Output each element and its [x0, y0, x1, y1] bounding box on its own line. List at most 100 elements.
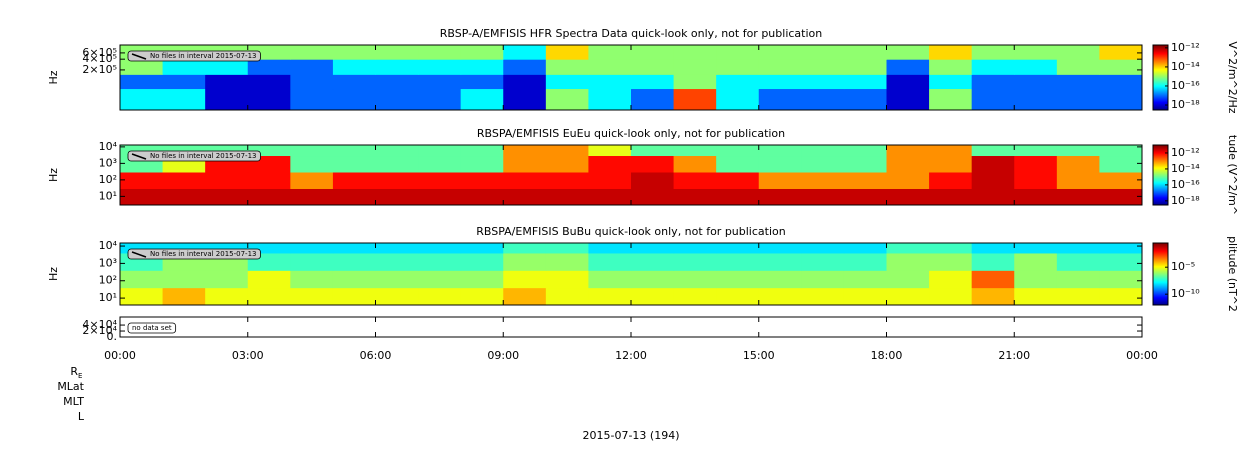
colorbar-segment — [1153, 95, 1168, 98]
colorbar-segment — [1153, 69, 1168, 72]
heatmap-cell — [929, 252, 973, 271]
colorbar-label: V^2/m^2/Hz — [1226, 41, 1239, 113]
heatmap-cell — [332, 188, 376, 206]
colorbar-segment — [1153, 259, 1168, 262]
heatmap-cell — [290, 188, 334, 206]
colorbar-segment — [1153, 190, 1168, 192]
heatmap-cell — [1099, 59, 1143, 75]
y-tick-label: 6×10⁵ — [82, 46, 117, 59]
colorbar-segment — [1153, 267, 1168, 270]
colorbar-segment — [1153, 185, 1168, 187]
heatmap-cell — [375, 45, 419, 60]
heatmap-cell — [588, 270, 632, 289]
heatmap-cell — [375, 88, 419, 111]
colorbar-segment — [1153, 188, 1168, 190]
heatmap-cell — [1014, 45, 1058, 60]
heatmap-cell — [1056, 270, 1100, 289]
heatmap-cell — [162, 172, 206, 190]
heatmap-cell — [1056, 74, 1100, 90]
colorbar-tick-label: 10⁻¹⁴ — [1171, 60, 1200, 73]
heatmap-cell — [545, 145, 589, 157]
colorbar-segment — [1153, 187, 1168, 189]
heatmap-cell — [1014, 188, 1058, 206]
heatmap-cell — [843, 155, 887, 173]
heatmap-cell — [332, 45, 376, 60]
x-tick-label: 00:00 — [1126, 349, 1158, 362]
y-axis-label: Hz — [47, 267, 60, 281]
heatmap-cell — [290, 145, 334, 157]
colorbar-segment — [1153, 165, 1168, 167]
colorbar-segment — [1153, 174, 1168, 176]
colorbar-segment — [1153, 66, 1168, 69]
heatmap-cell — [673, 88, 717, 111]
note-background — [127, 50, 261, 62]
heatmap-cell — [545, 45, 589, 60]
heatmap-cell — [332, 270, 376, 289]
heatmap-cell — [1056, 145, 1100, 157]
heatmap-cell — [1014, 270, 1058, 289]
colorbar-segment — [1153, 173, 1168, 175]
colorbar-segment — [1153, 160, 1168, 162]
heatmap-cell — [801, 188, 845, 206]
heatmap-cell — [971, 243, 1015, 254]
heatmap-cell — [843, 172, 887, 190]
heatmap-cell — [247, 188, 291, 206]
colorbar-segment — [1153, 86, 1168, 88]
heatmap-cell — [375, 172, 419, 190]
heatmap-cell — [843, 59, 887, 75]
heatmap-cell — [247, 287, 291, 306]
heatmap-cell — [758, 287, 802, 306]
heatmap-cell — [1014, 59, 1058, 75]
colorbar-segment — [1153, 296, 1168, 299]
heatmap-cell — [801, 172, 845, 190]
colorbar-segment — [1153, 74, 1168, 76]
colorbar-segment — [1153, 271, 1168, 274]
heatmap-cell — [332, 88, 376, 111]
heatmap-cell — [801, 45, 845, 60]
heatmap-cell — [460, 155, 504, 173]
heatmap-cell — [503, 172, 547, 190]
heatmap-cell — [886, 270, 930, 289]
colorbar-segment — [1153, 49, 1168, 51]
heatmap-cell — [971, 74, 1015, 90]
colorbar-segment — [1153, 75, 1168, 77]
heatmap-cell — [1056, 59, 1100, 75]
colorbar-segment — [1153, 272, 1168, 275]
heatmap-cell — [588, 172, 632, 190]
heatmap-cell — [716, 45, 760, 60]
heatmap-cell — [120, 287, 164, 306]
colorbar-segment — [1153, 172, 1168, 174]
colorbar-segment — [1153, 266, 1168, 269]
colorbar-segment — [1153, 202, 1168, 204]
heatmap-cell — [545, 188, 589, 206]
colorbar-segment — [1153, 256, 1168, 258]
ephemeris-label: L — [78, 410, 85, 423]
colorbar-segment — [1153, 93, 1168, 96]
colorbar-segment — [1153, 97, 1168, 99]
colorbar-segment — [1153, 46, 1168, 48]
heatmap-cell — [1014, 243, 1058, 254]
heatmap-cell — [503, 287, 547, 306]
heatmap-cell — [631, 188, 675, 206]
colorbar-segment — [1153, 72, 1168, 74]
colorbar-segment — [1153, 176, 1168, 178]
colorbar-segment — [1153, 47, 1168, 49]
heatmap-cell — [886, 243, 930, 254]
colorbar-segment — [1153, 261, 1168, 264]
heatmap-cell — [1014, 287, 1058, 306]
colorbar-segment — [1153, 85, 1168, 87]
heatmap-cell — [716, 270, 760, 289]
heatmap-cell — [375, 252, 419, 271]
heatmap-cell — [290, 59, 334, 75]
heatmap-cell — [375, 188, 419, 206]
colorbar-segment — [1153, 297, 1168, 300]
colorbar-segment — [1153, 199, 1168, 201]
heatmap-cell — [290, 252, 334, 271]
heatmap-cell — [545, 243, 589, 254]
heatmap-cell — [758, 88, 802, 111]
colorbar-segment — [1153, 158, 1168, 160]
x-tick-label: 00:00 — [104, 349, 136, 362]
heatmap-cell — [801, 88, 845, 111]
colorbar-segment — [1153, 298, 1168, 301]
heatmap-cell — [205, 287, 249, 306]
